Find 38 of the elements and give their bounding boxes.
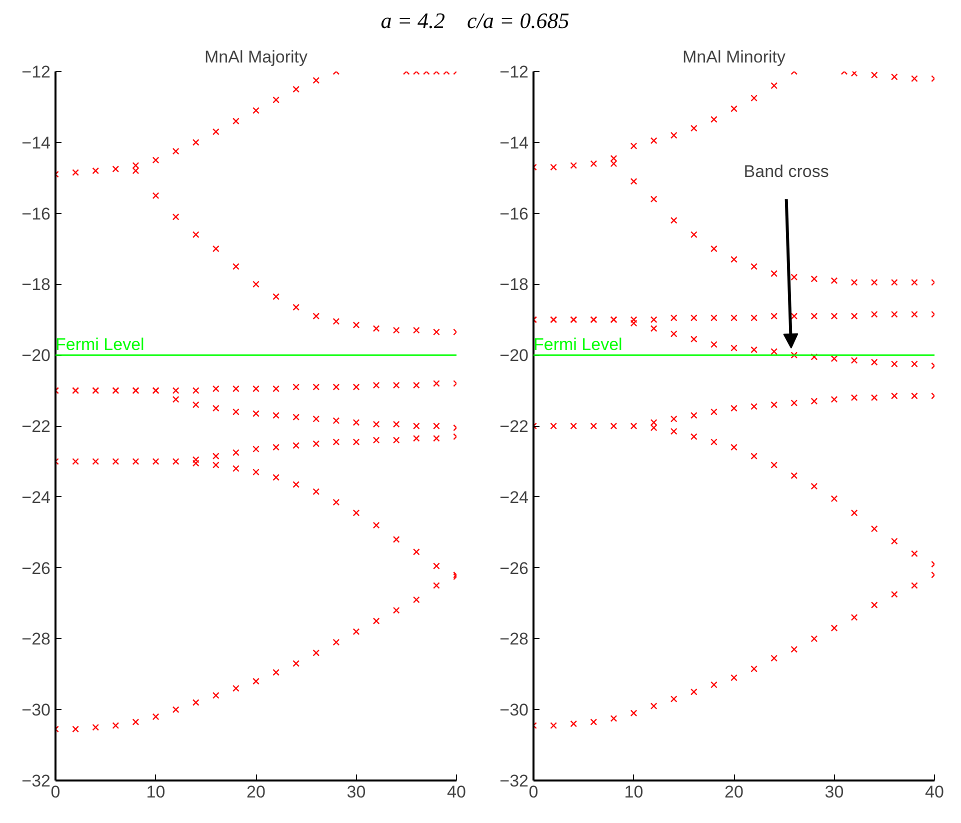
y-tick-label: −16 bbox=[500, 204, 529, 224]
x-tick-label: 30 bbox=[824, 782, 844, 802]
ref-line-label: Fermi Level bbox=[534, 335, 622, 354]
annotation: Band cross bbox=[744, 162, 829, 182]
y-tick-label: −26 bbox=[22, 558, 51, 578]
chart-subtitle: a = 4.2 c/a = 0.685 bbox=[380, 7, 570, 35]
y-tick-label: −22 bbox=[22, 417, 51, 436]
y-tick-label: −24 bbox=[22, 488, 51, 507]
y-tick-label: −18 bbox=[22, 275, 51, 294]
x-tick-label: 40 bbox=[925, 782, 944, 802]
x-tick-label: 30 bbox=[346, 782, 366, 802]
y-tick-label: −30 bbox=[500, 700, 529, 720]
x-tick-label: 20 bbox=[246, 782, 266, 802]
y-tick-label: −28 bbox=[500, 630, 529, 649]
chart-title: MnAl Minority bbox=[682, 48, 786, 66]
y-tick-label: −12 bbox=[22, 62, 51, 82]
y-tick-label: −32 bbox=[500, 772, 529, 790]
y-tick-label: −26 bbox=[500, 558, 529, 578]
y-tick-label: −20 bbox=[500, 346, 529, 366]
x-tick-label: 10 bbox=[624, 782, 644, 802]
y-tick-label: −16 bbox=[22, 204, 51, 224]
y-tick-label: −20 bbox=[22, 346, 51, 366]
y-tick-label: −28 bbox=[22, 630, 51, 649]
x-tick-label: 0 bbox=[50, 782, 60, 802]
x-tick-label: 20 bbox=[724, 782, 744, 802]
y-tick-label: −22 bbox=[500, 417, 529, 436]
y-tick-label: −14 bbox=[500, 133, 529, 152]
y-tick-label: −18 bbox=[500, 275, 529, 294]
y-tick-label: −30 bbox=[22, 700, 51, 720]
y-tick-label: −24 bbox=[500, 488, 529, 507]
x-tick-label: 10 bbox=[146, 782, 166, 802]
y-tick-label: −12 bbox=[500, 62, 529, 82]
x-tick-label: 0 bbox=[528, 782, 538, 802]
chart-title: MnAl Majority bbox=[204, 48, 308, 66]
ref-line-label: Fermi Level bbox=[56, 335, 144, 354]
y-tick-label: −32 bbox=[22, 772, 51, 790]
y-tick-label: −14 bbox=[22, 133, 51, 152]
x-tick-label: 40 bbox=[447, 782, 466, 802]
